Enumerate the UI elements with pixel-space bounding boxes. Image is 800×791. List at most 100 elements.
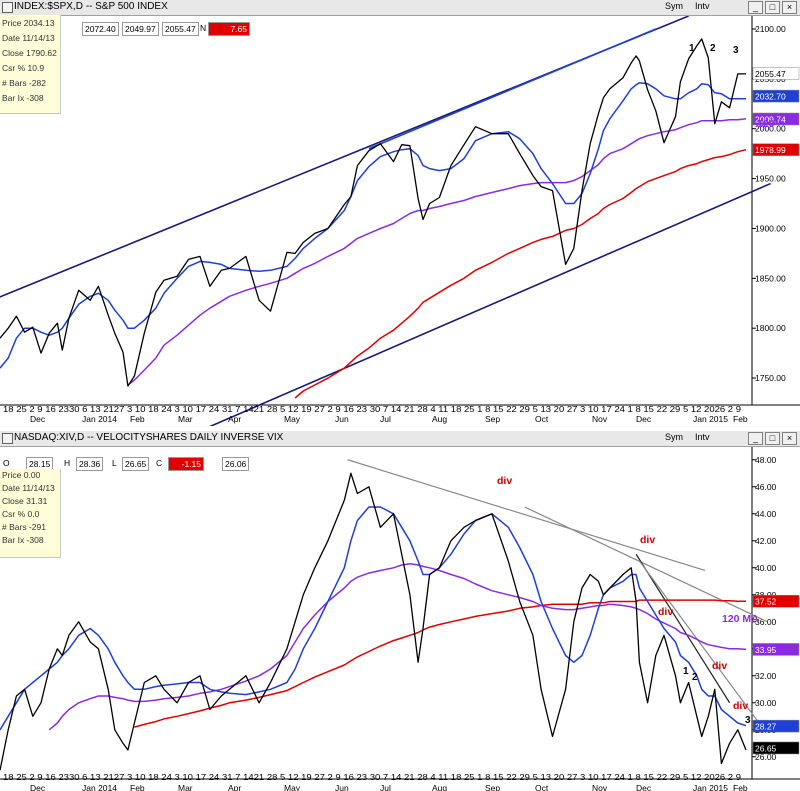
maximize-button[interactable]: □ bbox=[765, 1, 780, 14]
xiv-quote-last: 26.06 bbox=[222, 457, 250, 471]
chart-annotation: 3 bbox=[733, 45, 739, 56]
maximize-button[interactable]: □ bbox=[765, 432, 780, 445]
price-label-box bbox=[752, 143, 800, 156]
y-tick-label: 26.00 bbox=[755, 752, 777, 762]
moving-average-line bbox=[48, 562, 747, 731]
spx-quote-low: 2055.47 bbox=[162, 22, 199, 36]
x-month-label: Dec bbox=[30, 783, 46, 791]
close-button[interactable]: × bbox=[782, 1, 797, 14]
price-label-box bbox=[752, 67, 800, 80]
price-line bbox=[0, 38, 746, 387]
x-month-label: Oct bbox=[535, 414, 549, 424]
y-tick-label: 1900.00 bbox=[755, 223, 786, 233]
x-month-label: Mar bbox=[178, 783, 193, 791]
price-label: 2009.74 bbox=[755, 114, 786, 124]
info-close: Close 31.31 bbox=[2, 496, 48, 506]
trend-line bbox=[347, 459, 706, 572]
trend-line bbox=[524, 506, 768, 623]
info-csr: Csr % 10.9 bbox=[2, 63, 45, 73]
x-month-label: Dec bbox=[30, 414, 46, 424]
xiv-label-c: C bbox=[156, 458, 163, 468]
x-month-label: Apr bbox=[228, 414, 241, 424]
xiv-title-bar: NASDAQ:XIV,D -- VELOCITYSHARES DAILY INV… bbox=[0, 431, 800, 447]
xiv-quote-low: 26.65 bbox=[122, 457, 150, 471]
y-tick-label: 1950.00 bbox=[755, 174, 786, 184]
x-month-label: Jul bbox=[380, 414, 391, 424]
sym-button[interactable]: Sym bbox=[665, 432, 683, 442]
chart-annotation: 120 bbox=[757, 118, 775, 130]
price-label-box bbox=[752, 741, 800, 755]
price-label-box bbox=[752, 719, 800, 733]
xiv-label-o: O bbox=[3, 458, 10, 468]
info-close: Close 1790.62 bbox=[2, 48, 57, 58]
x-month-label: Feb bbox=[130, 414, 145, 424]
chart-annotation: div bbox=[712, 660, 727, 672]
spx-quote-label: N bbox=[200, 23, 207, 33]
info-bars: # Bars -291 bbox=[2, 522, 46, 532]
x-month-label: May bbox=[284, 783, 301, 791]
y-tick-label: 2000.00 bbox=[755, 124, 786, 134]
intv-button[interactable]: Intv bbox=[695, 432, 710, 442]
y-tick-label: 40.00 bbox=[755, 563, 777, 573]
moving-average-line bbox=[134, 599, 746, 728]
x-month-label: Apr bbox=[228, 783, 241, 791]
y-tick-label: 48.00 bbox=[755, 455, 777, 465]
y-tick-label: 36.00 bbox=[755, 617, 777, 627]
price-label-box bbox=[752, 643, 800, 656]
info-bars: # Bars -282 bbox=[2, 78, 46, 88]
x-month-label: Feb bbox=[733, 783, 748, 791]
spx-info-box: Price 2034.13 Date 11/14/13 Close 1790.6… bbox=[0, 15, 61, 114]
chart-annotation: 2 bbox=[692, 672, 698, 683]
x-month-label: Jun bbox=[335, 783, 349, 791]
info-date: Date 11/14/13 bbox=[2, 483, 55, 493]
x-month-label: Mar bbox=[178, 414, 193, 424]
sym-button[interactable]: Sym bbox=[665, 1, 683, 11]
spx-quote-change: 7.65 bbox=[208, 22, 250, 36]
info-csr: Csr % 0.0 bbox=[2, 509, 40, 519]
intv-button[interactable]: Intv bbox=[695, 1, 710, 11]
close-button[interactable]: × bbox=[782, 432, 797, 445]
trend-line bbox=[368, 28, 657, 150]
price-label-box bbox=[752, 112, 800, 126]
xiv-chart-panel: NASDAQ:XIV,D -- VELOCITYSHARES DAILY INV… bbox=[0, 431, 800, 791]
price-label-box bbox=[752, 89, 800, 103]
y-tick-label: 30.00 bbox=[755, 698, 777, 708]
x-month-label: Jan 2015 bbox=[693, 783, 728, 791]
info-price: Price 2034.13 bbox=[2, 18, 55, 28]
x-month-label: Sep bbox=[485, 414, 500, 424]
chart-annotation: 1 bbox=[683, 666, 689, 677]
x-month-label: Jun bbox=[335, 414, 349, 424]
y-tick-label: 38.00 bbox=[755, 590, 777, 600]
moving-average-line bbox=[127, 117, 747, 386]
xiv-quote-change: -1.15 bbox=[168, 457, 204, 471]
xiv-info-box: Price 0.00 Date 11/14/13 Close 31.31 Csr… bbox=[0, 469, 61, 558]
minimize-button[interactable]: _ bbox=[748, 432, 763, 445]
x-tick-labels: 18 25 2 9 16 2330 6 13 2127 3 10 18 24 3… bbox=[3, 404, 741, 414]
spx-chart-title: INDEX:$SPX,D -- S&P 500 INDEX bbox=[14, 1, 168, 12]
spx-chart-panel: INDEX:$SPX,D -- S&P 500 INDEX Sym Intv _… bbox=[0, 0, 800, 426]
x-month-label: Nov bbox=[592, 414, 608, 424]
spx-chart-svg: 2100.002050.002000.001950.001900.001850.… bbox=[0, 16, 800, 426]
trend-line bbox=[638, 560, 765, 731]
x-month-label: Oct bbox=[535, 783, 549, 791]
minimize-button[interactable]: _ bbox=[748, 1, 763, 14]
spx-title-bar: INDEX:$SPX,D -- S&P 500 INDEX Sym Intv _… bbox=[0, 0, 800, 16]
x-month-label: Jan 2015 bbox=[693, 414, 728, 424]
x-month-label: Nov bbox=[592, 783, 608, 791]
y-tick-label: 2100.00 bbox=[755, 24, 786, 34]
x-month-label: Sep bbox=[485, 783, 500, 791]
x-month-label: Dec bbox=[636, 414, 652, 424]
price-label-box bbox=[752, 594, 800, 608]
x-tick-labels: 18 25 2 9 16 2330 6 13 2127 3 10 18 24 3… bbox=[3, 772, 741, 782]
info-barix: Bar Ix -308 bbox=[2, 535, 44, 545]
moving-average-line bbox=[0, 82, 746, 369]
chart-annotation: 3 bbox=[745, 715, 751, 726]
x-month-label: Feb bbox=[733, 414, 748, 424]
info-price: Price 0.00 bbox=[2, 470, 41, 480]
x-month-label: May bbox=[284, 414, 301, 424]
y-tick-label: 46.00 bbox=[755, 482, 777, 492]
x-month-label: Feb bbox=[130, 783, 145, 791]
xiv-label-h: H bbox=[64, 458, 71, 468]
xiv-quote-high: 28.36 bbox=[76, 457, 104, 471]
y-tick-label: 1850.00 bbox=[755, 273, 786, 283]
